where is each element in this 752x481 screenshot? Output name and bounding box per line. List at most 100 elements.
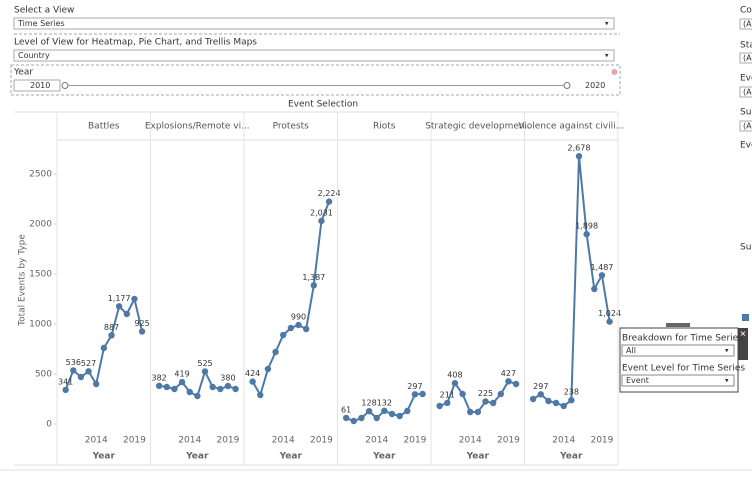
data-label: 380 (220, 374, 235, 383)
data-point (264, 365, 272, 373)
x-axis-title: Year (92, 452, 116, 462)
breakdown-value: All (626, 346, 636, 355)
breakdown-dropdown[interactable] (621, 344, 735, 357)
data-label: 238 (564, 388, 579, 397)
side-value: (A (743, 54, 752, 63)
y-tick-label: 1000 (29, 320, 52, 330)
legend-swatch (742, 314, 749, 321)
data-point (77, 373, 85, 381)
dropdown-arrow: ▾ (605, 20, 609, 28)
x-tick-label: 2014 (272, 436, 295, 446)
x-axis-title: Year (185, 452, 209, 462)
panel-controls[interactable] (738, 328, 748, 360)
data-point (381, 407, 388, 414)
data-point (388, 410, 396, 418)
data-label: 1,387 (302, 273, 325, 282)
side-value: (A (743, 88, 752, 97)
x-tick-label: 2019 (216, 436, 239, 446)
panel-header: Protests (273, 122, 310, 132)
dropdown-arrow: ▾ (725, 377, 729, 385)
data-point (272, 348, 279, 356)
data-point (217, 385, 224, 393)
clear-filter[interactable]: ⊗ (611, 68, 618, 77)
data-point (310, 282, 318, 289)
level-label: Level of View for Heatmap, Pie Chart, an… (14, 38, 257, 48)
side-label: Sta (740, 41, 752, 51)
data-label: 61 (341, 405, 351, 414)
data-label: 887 (104, 323, 119, 332)
panel-header: Battles (88, 122, 120, 132)
year-min-box[interactable] (13, 79, 61, 92)
data-label: 1,898 (575, 222, 598, 231)
data-label: 297 (533, 382, 548, 391)
data-point (373, 414, 380, 422)
data-label: 225 (478, 389, 493, 398)
side-label: Sub (740, 243, 752, 253)
view-dropdown[interactable] (13, 17, 615, 30)
x-tick-label: 2019 (497, 436, 520, 446)
data-point (474, 408, 482, 416)
slider-handle[interactable] (61, 82, 69, 89)
x-axis-title: Year (559, 452, 583, 462)
data-point (459, 390, 466, 398)
side-value: (A (743, 122, 752, 131)
data-point (396, 412, 403, 420)
data-point (209, 383, 216, 391)
side-label: Cou (740, 6, 752, 16)
data-point (93, 380, 100, 388)
level-dropdown[interactable] (13, 49, 615, 62)
x-tick-label: 2014 (178, 436, 201, 446)
y-axis-title: Total Events by Type (18, 234, 28, 327)
slider-handle[interactable] (563, 82, 571, 89)
data-label: 1,487 (590, 263, 613, 272)
data-point (404, 407, 411, 415)
data-point (194, 392, 201, 400)
panel-header: Strategic developmen.. (425, 122, 530, 132)
data-point (115, 303, 123, 310)
panel-header: Violence against civili... (518, 122, 624, 132)
side-label: Eve (740, 74, 752, 84)
data-point (537, 391, 544, 398)
x-tick-label: 2014 (365, 436, 388, 446)
data-label: 525 (197, 359, 212, 368)
data-point (295, 321, 302, 329)
close-icon[interactable]: ✕ (740, 330, 747, 339)
side-dropdown[interactable] (739, 86, 752, 98)
data-point (249, 378, 256, 385)
data-point (560, 402, 567, 410)
data-point (444, 399, 451, 407)
x-tick-label: 2019 (310, 436, 333, 446)
data-point (419, 390, 426, 398)
event-value: Event (626, 376, 649, 385)
data-label: 990 (291, 313, 306, 322)
data-label: 128 (361, 399, 376, 408)
x-tick-label: 2019 (590, 436, 613, 446)
data-label: 427 (501, 369, 516, 378)
x-tick-label: 2014 (459, 436, 482, 446)
level-value: Country (18, 51, 50, 60)
data-label: 424 (245, 369, 260, 378)
data-point (100, 344, 108, 352)
data-point (342, 414, 350, 422)
data-label: 341 (58, 377, 73, 386)
side-dropdown[interactable] (739, 120, 752, 132)
data-point (606, 318, 613, 325)
data-label: 2,224 (318, 189, 341, 198)
event-dropdown[interactable] (621, 374, 735, 387)
data-label: 1,024 (598, 309, 621, 318)
x-axis-title: Year (466, 452, 490, 462)
side-dropdown[interactable] (739, 18, 752, 30)
data-label: 2,678 (568, 144, 591, 153)
data-point (467, 408, 474, 416)
data-point (155, 382, 163, 389)
data-point (138, 328, 146, 335)
data-point (224, 382, 232, 390)
data-label: 211 (440, 390, 455, 399)
x-axis-title: Year (279, 452, 303, 462)
y-tick-label: 1500 (29, 270, 52, 280)
year-filter-box (10, 64, 621, 96)
data-point (178, 378, 186, 386)
data-point (350, 417, 357, 425)
side-dropdown[interactable] (739, 52, 752, 64)
drag-handle[interactable] (666, 323, 690, 327)
